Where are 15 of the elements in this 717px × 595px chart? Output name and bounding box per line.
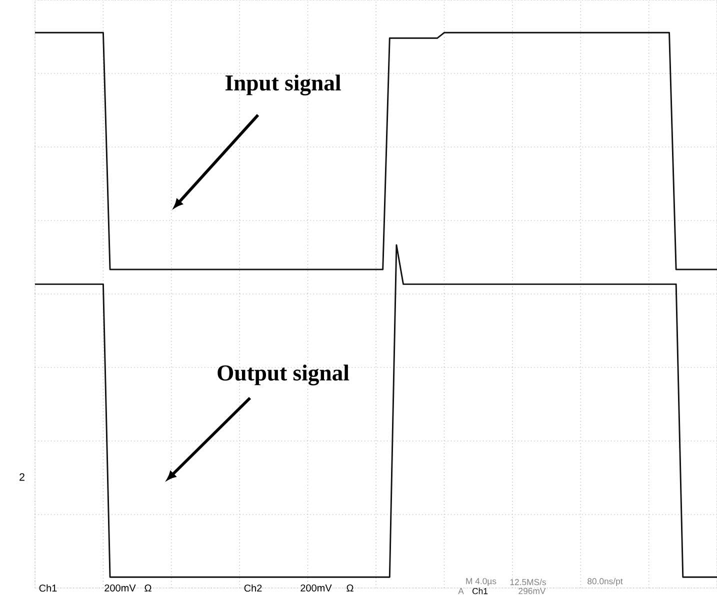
series-label: Output signal (218, 364, 350, 386)
text: 200mV (104, 584, 136, 592)
text: 200mV (300, 584, 332, 592)
text: Ω (346, 584, 354, 592)
text: 12.5MS/s (510, 578, 546, 586)
text: Ch1 (39, 584, 57, 592)
text: 2 (20, 473, 24, 481)
text: M 4.0µs (466, 578, 496, 586)
text: Ω (144, 584, 152, 592)
text: Ch1 (472, 588, 488, 594)
text: Ch2 (244, 584, 262, 592)
text: 80.0ns/pt (588, 578, 623, 586)
text: Input signal (226, 74, 341, 96)
text: 296mV (518, 588, 546, 594)
text: A (458, 588, 464, 594)
